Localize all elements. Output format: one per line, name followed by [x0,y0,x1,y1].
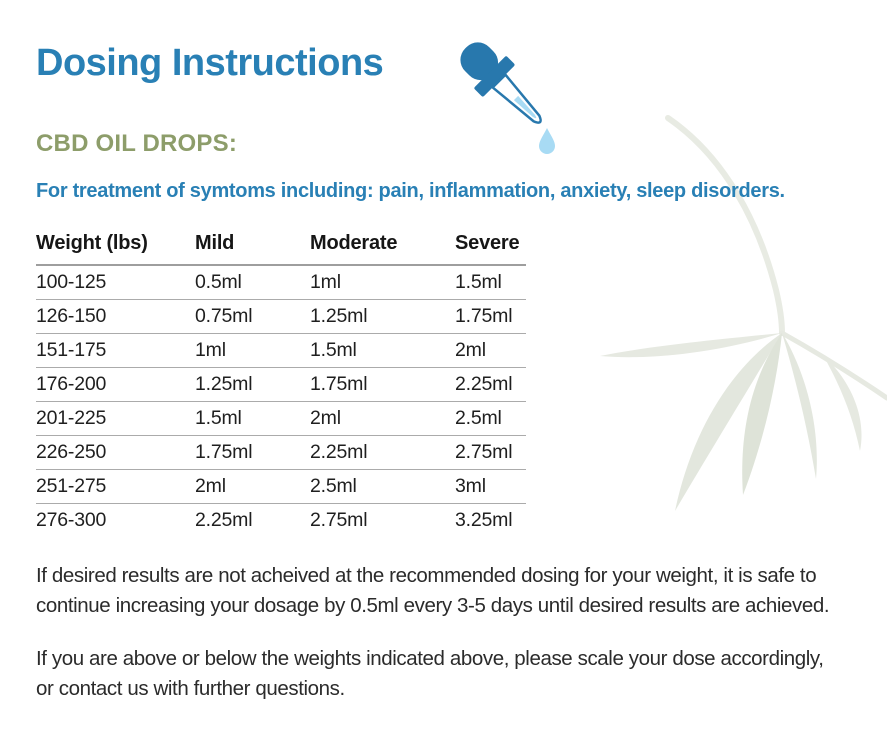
dose-cell: 1.5ml [455,265,526,300]
product-heading: CBD OIL DROPS: [36,130,238,157]
dose-cell: 226-250 [36,435,195,470]
dose-cell: 3.25ml [455,508,513,531]
table-row: 176-200 1.25ml 1.75ml 2.25ml [36,367,526,402]
dose-cell: 2.5ml [455,401,526,436]
note-line: or contact us with further questions. [36,677,345,700]
dose-table-head: Weight (lbs) Mild Moderate Severe [36,230,526,266]
hemp-leaf-icon [600,115,887,511]
dose-cell: 2.25ml [455,367,526,402]
dose-table-header-row: Weight (lbs) Mild Moderate Severe [36,230,526,266]
column-header: Moderate [310,230,455,266]
column-header: Severe [455,230,526,266]
note-line: If you are above or below the weights in… [36,647,824,670]
dose-cell: 3ml [455,469,526,504]
dose-cell: 0.75ml [195,299,310,334]
dose-cell: 100-125 [36,265,195,300]
dose-cell: 126-150 [36,299,195,334]
dropper-icon [460,42,555,154]
dose-cell: 2ml [195,469,310,504]
dose-cell: 1.5ml [310,333,455,368]
treatment-subtitle: For treatment of symtoms including: pain… [36,180,785,202]
table-row: 251-275 2ml 2.5ml 3ml [36,469,526,504]
column-header: Weight (lbs) [36,230,195,266]
column-header: Mild [195,230,310,266]
dose-cell: 0.5ml [195,265,310,300]
dose-cell: 1ml [195,333,310,368]
table-row: 100-125 0.5ml 1ml 1.5ml [36,265,526,300]
dose-cell: 1.25ml [195,367,310,402]
dose-cell: 2ml [310,401,455,436]
dose-cell: 176-200 [36,367,195,402]
dose-cell: 1.75ml [310,367,455,402]
table-row: 151-175 1ml 1.5ml 2ml [36,333,526,368]
dose-cell: 201-225 [36,401,195,436]
dose-cell: 2.5ml [310,469,455,504]
dose-cell: 2.75ml [310,508,368,531]
table-row: 226-250 1.75ml 2.25ml 2.75ml [36,435,526,470]
dose-table-body: 100-125 0.5ml 1ml 1.5ml 126-150 0.75ml 1.25ml 1… [36,265,526,537]
dose-cell: 1.25ml [310,299,455,334]
dosing-note: If desired results are not acheived at t… [36,561,866,621]
dose-cell: 1.5ml [195,401,310,436]
dose-cell: 2.25ml [195,508,253,531]
dose-cell: 2ml [455,333,526,368]
page-title: Dosing Instructions [36,42,384,84]
dose-cell: 2.25ml [310,435,455,470]
dose-cell: 1.75ml [195,435,310,470]
scaling-note: If you are above or below the weights in… [36,644,866,704]
dose-cell: 251-275 [36,469,195,504]
dose-cell: 1ml [310,265,455,300]
dose-cell: 1.75ml [455,299,526,334]
dose-cell: 151-175 [36,333,195,368]
note-line: If desired results are not acheived at t… [36,564,817,587]
dose-table: Weight (lbs) Mild Moderate Severe 100-125 0.… [36,230,526,537]
table-row: 276-300 2.25ml 2.75ml 3.25ml [36,503,526,537]
dose-cell: 276-300 [36,508,107,531]
note-line: continue increasing your dosage by 0.5ml… [36,594,830,617]
dose-cell: 2.75ml [455,435,526,470]
table-row: 201-225 1.5ml 2ml 2.5ml [36,401,526,436]
table-row: 126-150 0.75ml 1.25ml 1.75ml [36,299,526,334]
